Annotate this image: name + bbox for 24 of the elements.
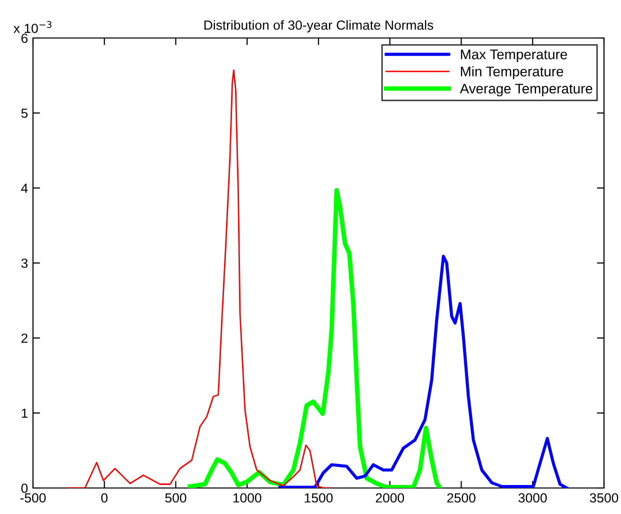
x-tick-label: 500 xyxy=(165,493,186,503)
x-tick-label: -500 xyxy=(20,493,46,503)
line-series xyxy=(67,70,331,488)
legend-label: Average Temperature xyxy=(460,84,592,96)
x-tick-label: 2500 xyxy=(447,493,476,503)
x-tick-label: 3500 xyxy=(590,493,618,503)
y-tick-label: 5 xyxy=(21,108,28,118)
x-tick-label: 3000 xyxy=(518,493,547,503)
y-tick-label: 1 xyxy=(22,408,28,418)
y-tick-label: 2 xyxy=(21,334,28,343)
legend-label: Min Temperature xyxy=(460,66,564,80)
y-tick-label: 6 xyxy=(21,34,28,43)
y-tick-label: 4 xyxy=(21,184,28,193)
y-tick-label: 3 xyxy=(21,258,28,268)
line-series xyxy=(188,188,442,488)
text: x 10$^{−3}$ xyxy=(14,21,52,34)
y-tick-label: 0 xyxy=(21,484,28,493)
x-tick-label: 1000 xyxy=(233,493,262,503)
chart-title: Distribution of 30-year Climate Normals xyxy=(204,20,434,32)
legend-label: Max Temperature xyxy=(460,50,568,62)
x-tick-label: 2000 xyxy=(376,493,404,503)
x-tick-label: 0 xyxy=(101,493,108,503)
x-tick-label: 1500 xyxy=(304,493,333,503)
line-series xyxy=(278,254,568,488)
